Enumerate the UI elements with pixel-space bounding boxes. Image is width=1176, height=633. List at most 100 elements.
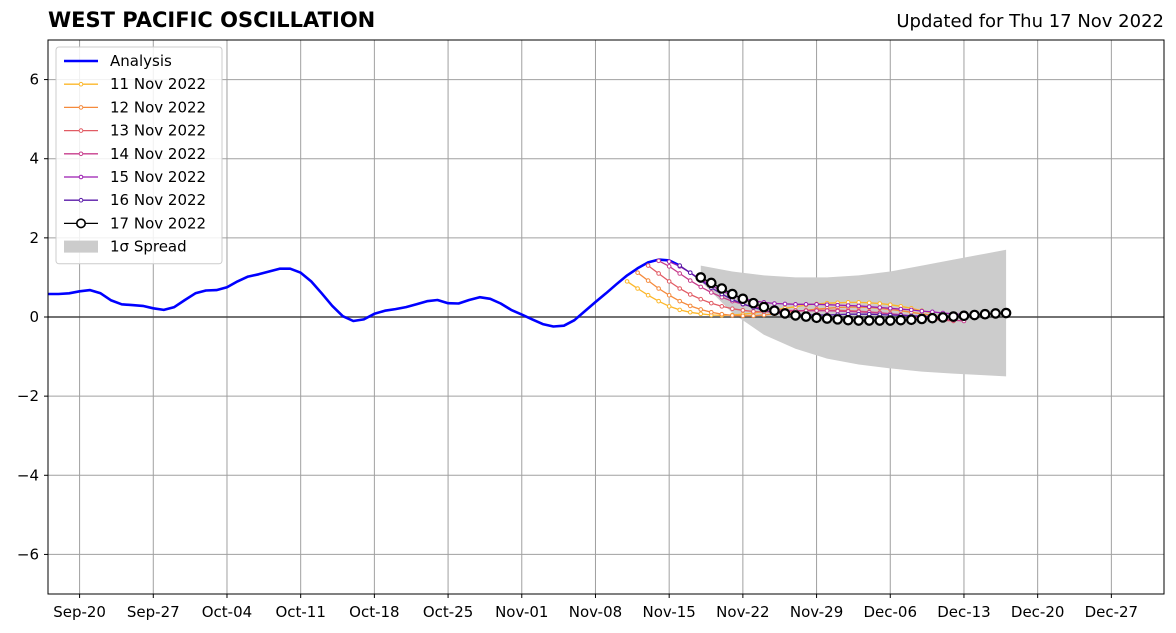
forecast-point xyxy=(793,302,798,307)
forecast-point xyxy=(698,296,704,302)
forecast-point xyxy=(677,307,682,313)
x-tick-label: Nov-08 xyxy=(569,603,622,621)
forecast-point xyxy=(782,301,788,307)
legend-marker xyxy=(76,218,87,229)
y-tick-label: 4 xyxy=(29,150,39,168)
forecast-point xyxy=(866,304,872,310)
forecast-point xyxy=(624,279,630,284)
forecast-point xyxy=(898,306,904,312)
x-axis: Sep-20 Sep-27 Oct-04 Oct-11 Oct-18 Oct-25 Nov-… xyxy=(53,594,1138,621)
current-point xyxy=(705,277,717,289)
forecast-point xyxy=(677,271,682,276)
forecast-point xyxy=(814,302,819,307)
forecast-point xyxy=(687,309,693,315)
forecast-point xyxy=(740,313,746,319)
legend-marker xyxy=(78,128,84,133)
legend-marker xyxy=(78,151,84,157)
forecast-point xyxy=(666,259,672,264)
forecast-point xyxy=(856,300,861,305)
forecast-point xyxy=(698,284,704,290)
x-tick-label: Sep-27 xyxy=(127,603,180,621)
legend-item: 12 Nov 2022 xyxy=(64,98,206,116)
current-point xyxy=(821,313,833,324)
legend-label: 13 Nov 2022 xyxy=(110,122,206,140)
x-tick-label: Nov-22 xyxy=(716,603,769,621)
legend: Analysis 11 Nov 2022 12 Nov 2022 13 Nov 202… xyxy=(55,46,223,265)
current-point xyxy=(748,297,759,309)
forecast-point xyxy=(698,311,704,317)
chart-subtitle: Updated for Thu 17 Nov 2022 xyxy=(896,11,1164,32)
x-tick-label: Dec-13 xyxy=(937,603,991,621)
legend-item: 15 Nov 2022 xyxy=(64,168,206,186)
current-point xyxy=(927,312,938,324)
current-point xyxy=(906,314,917,326)
x-tick-label: Dec-20 xyxy=(1011,603,1065,621)
legend-label: 17 Nov 2022 xyxy=(110,214,206,232)
legend-marker xyxy=(78,197,84,203)
x-tick-label: Nov-15 xyxy=(642,603,695,621)
forecast-point xyxy=(877,301,883,306)
forecast-point xyxy=(824,308,830,313)
current-point xyxy=(716,283,728,294)
current-point xyxy=(800,311,812,322)
forecast-point xyxy=(677,263,682,268)
legend-label: 15 Nov 2022 xyxy=(110,168,206,186)
x-tick-label: Sep-20 xyxy=(53,603,106,621)
current-point xyxy=(758,301,770,313)
forecast-point xyxy=(909,307,914,313)
current-point xyxy=(874,315,886,326)
forecast-point xyxy=(656,286,661,291)
legend-item: 1σ Spread xyxy=(64,238,187,256)
forecast-point xyxy=(666,264,672,269)
forecast-point xyxy=(635,286,640,291)
forecast-point xyxy=(635,270,640,275)
forecast-point xyxy=(666,304,672,309)
legend-label: 14 Nov 2022 xyxy=(110,145,206,163)
current-point xyxy=(1000,307,1012,319)
legend-item: 16 Nov 2022 xyxy=(64,191,206,209)
forecast-point xyxy=(656,258,661,264)
forecast-point xyxy=(645,263,651,268)
forecast-point xyxy=(845,303,851,308)
y-tick-label: 6 xyxy=(29,71,39,89)
forecast-point xyxy=(708,300,714,306)
legend-marker xyxy=(78,105,84,110)
forecast-point xyxy=(814,308,819,313)
forecast-point xyxy=(687,270,693,275)
spread-band xyxy=(700,249,1007,377)
current-point xyxy=(916,313,928,325)
legend-label: 11 Nov 2022 xyxy=(110,75,206,93)
forecast-point xyxy=(866,300,872,306)
current-point xyxy=(737,293,749,305)
forecast-point xyxy=(687,278,693,283)
forecast-point xyxy=(730,306,735,311)
y-tick-label: 0 xyxy=(29,308,39,326)
legend-item: 11 Nov 2022 xyxy=(64,75,206,93)
current-point xyxy=(979,308,991,320)
x-tick-label: Oct-11 xyxy=(275,603,325,621)
series-17-nov-2022 xyxy=(695,272,1012,326)
forecast-point xyxy=(687,292,693,297)
current-point xyxy=(937,312,949,323)
forecast-point xyxy=(666,292,672,298)
y-tick-label: 2 xyxy=(29,229,39,247)
forecast-point xyxy=(740,307,746,313)
legend-marker xyxy=(78,174,84,180)
forecast-point xyxy=(677,298,682,304)
forecast-point xyxy=(719,311,725,317)
legend-box xyxy=(55,46,223,265)
series-analysis xyxy=(48,258,681,328)
current-point xyxy=(811,312,822,324)
forecast-point xyxy=(919,308,925,314)
forecast-point xyxy=(835,308,840,314)
legend-item: 17 Nov 2022 xyxy=(64,214,206,232)
current-point xyxy=(790,310,801,321)
analysis-line xyxy=(48,258,681,328)
forecast-point xyxy=(708,290,714,295)
forecast-point xyxy=(772,301,777,306)
forecast-point xyxy=(887,305,893,311)
forecast-point xyxy=(877,305,883,310)
forecast-point xyxy=(751,313,756,319)
forecast-point xyxy=(708,309,714,315)
